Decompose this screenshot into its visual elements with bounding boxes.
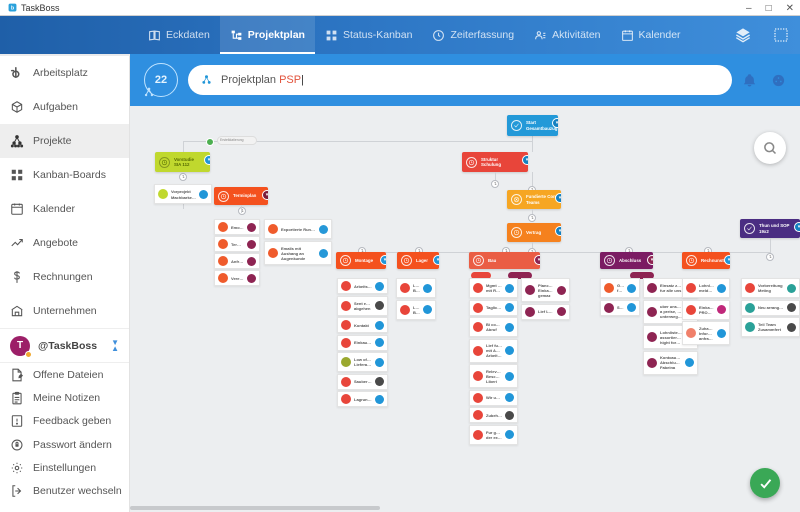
svg-text:b: b: [11, 5, 14, 11]
